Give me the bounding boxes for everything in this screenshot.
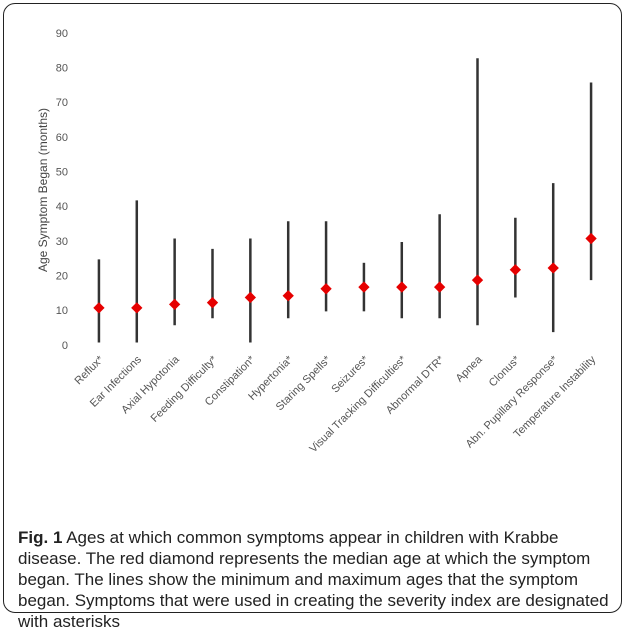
- y-tick-label: 20: [56, 271, 68, 283]
- y-tick-label: 90: [56, 28, 68, 40]
- median-marker: [93, 302, 105, 314]
- caption-label: Fig. 1: [18, 528, 63, 547]
- median-marker: [547, 262, 559, 274]
- y-tick-label: 60: [56, 132, 68, 144]
- x-tick-label: Reflux*: [73, 353, 107, 387]
- chart: Age Symptom Began (months) 0 10 20 30 40 50 60…: [36, 28, 598, 455]
- x-tick-label: Feeding Difficulty*: [149, 353, 221, 425]
- x-tick-label: Apnea: [454, 353, 486, 385]
- median-marker: [244, 291, 257, 304]
- median-marker: [358, 281, 370, 293]
- median-marker: [433, 281, 446, 293]
- x-tick-label: Clonus*: [487, 353, 523, 389]
- y-axis-label: Age Symptom Began (months): [36, 108, 50, 272]
- caption: Fig. 1 Ages at which common symptoms app…: [18, 527, 613, 632]
- y-tick-label: 50: [56, 167, 68, 179]
- median-marker: [320, 283, 332, 295]
- median-marker: [168, 298, 181, 311]
- median-marker: [131, 302, 143, 314]
- y-tick-label: 0: [62, 340, 68, 352]
- y-tick-label: 30: [56, 236, 68, 248]
- median-marker: [509, 264, 522, 276]
- median-marker: [206, 297, 219, 309]
- caption-text: Ages at which common symptoms appear in …: [18, 528, 609, 631]
- median-marker: [282, 290, 294, 302]
- median-marker: [396, 281, 408, 293]
- page: Age Symptom Began (months) 0 10 20 30 40 50 60…: [3, 3, 622, 631]
- frame: [3, 3, 622, 613]
- y-tick-label: 70: [56, 97, 68, 109]
- y-tick-label: 80: [56, 63, 68, 75]
- median-marker: [471, 274, 484, 286]
- y-tick-label: 40: [56, 201, 68, 213]
- y-tick-label: 10: [56, 305, 68, 317]
- median-marker: [585, 232, 597, 245]
